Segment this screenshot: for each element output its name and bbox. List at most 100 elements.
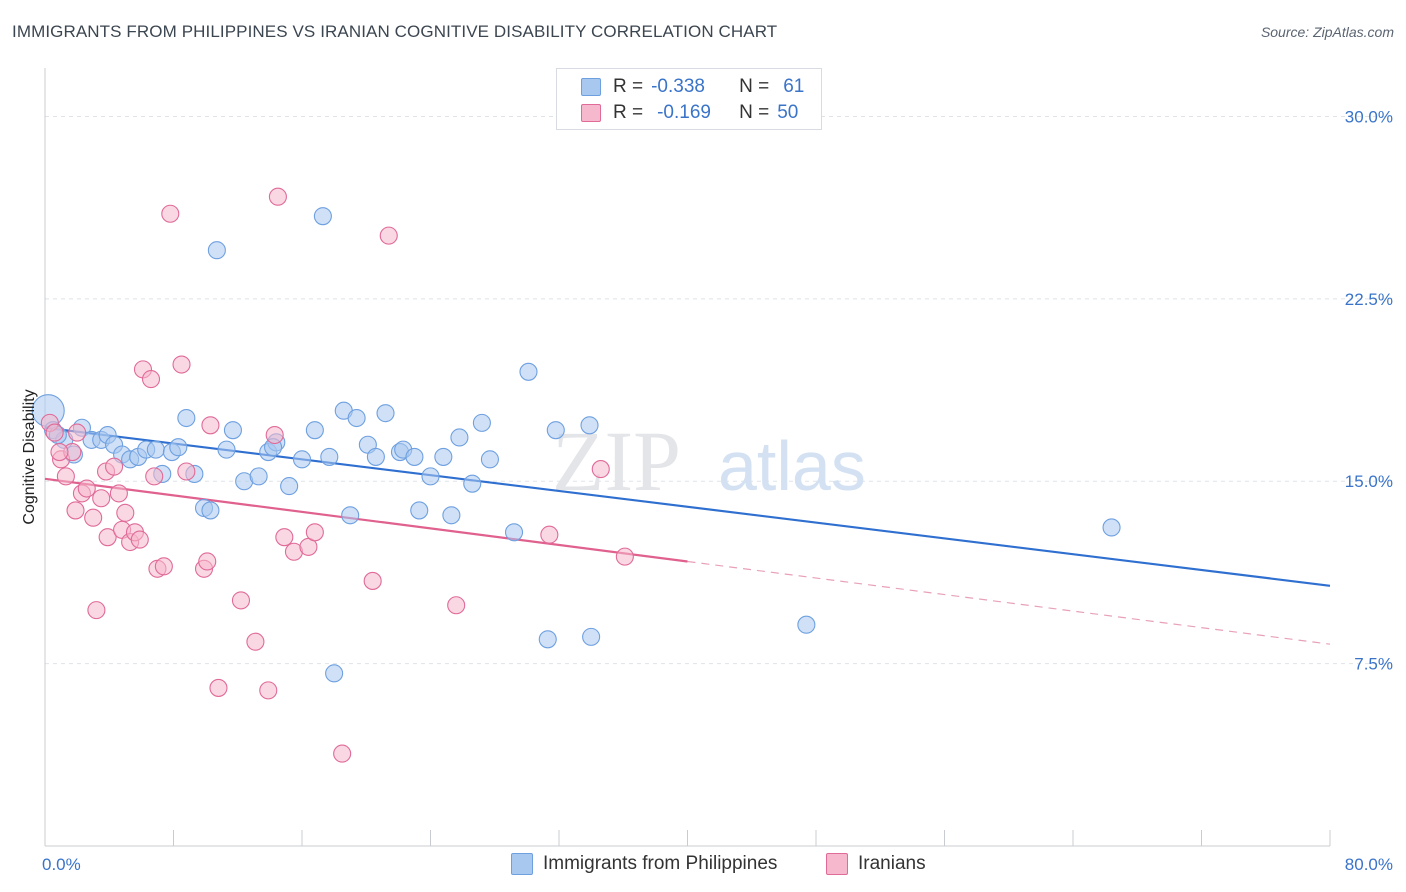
point-philippines bbox=[146, 440, 165, 459]
trend-line-philippines bbox=[44, 426, 1331, 587]
legend-r-value: -0.338 bbox=[651, 76, 705, 97]
point-philippines bbox=[347, 408, 366, 428]
y-tick-label: 22.5% bbox=[1345, 290, 1393, 309]
point-philippines bbox=[797, 615, 816, 634]
point-iranians bbox=[141, 370, 161, 389]
point-philippines bbox=[177, 408, 196, 428]
source-note: Source: ZipAtlas.com bbox=[1260, 24, 1394, 40]
point-philippines bbox=[450, 428, 469, 447]
point-philippines bbox=[313, 207, 332, 226]
point-philippines bbox=[169, 438, 188, 457]
point-philippines bbox=[280, 477, 299, 496]
point-philippines bbox=[223, 421, 242, 440]
bottom-legend-label-philippines: Immigrants from Philippines bbox=[543, 853, 778, 874]
bottom-legend-philippines: Immigrants from Philippines bbox=[511, 852, 777, 876]
point-philippines bbox=[405, 447, 424, 466]
y-tick-labels: 7.5% 15.0% 22.5% 30.0% bbox=[1345, 107, 1393, 673]
point-iranians bbox=[161, 204, 180, 223]
point-philippines bbox=[472, 413, 491, 432]
point-iranians bbox=[68, 423, 87, 442]
point-iranians bbox=[305, 523, 324, 542]
grid-lines bbox=[45, 115, 1392, 665]
x-tick-label: 0.0% bbox=[42, 855, 81, 874]
y-tick-label: 15.0% bbox=[1345, 472, 1393, 491]
point-philippines bbox=[341, 506, 360, 525]
point-philippines bbox=[538, 630, 557, 649]
trend-lines bbox=[44, 426, 1331, 645]
point-philippines bbox=[207, 241, 226, 260]
legend-row-iranians: R = -0.169 N = 50 bbox=[581, 101, 798, 125]
point-iranians bbox=[45, 423, 64, 442]
chart-title: IMMIGRANTS FROM PHILIPPINES VS IRANIAN C… bbox=[12, 22, 778, 41]
point-iranians bbox=[130, 530, 149, 549]
y-tick-label: 7.5% bbox=[1354, 655, 1393, 674]
point-iranians bbox=[201, 416, 220, 435]
point-iranians bbox=[275, 528, 294, 547]
legend-n-value: 50 bbox=[777, 102, 799, 123]
y-axis-label: Cognitive Disability bbox=[21, 389, 38, 524]
legend-swatch-philippines bbox=[581, 78, 601, 96]
point-philippines bbox=[580, 416, 599, 435]
point-philippines bbox=[366, 447, 385, 466]
point-philippines bbox=[421, 467, 440, 486]
point-iranians bbox=[109, 484, 128, 503]
point-philippines bbox=[434, 447, 453, 466]
point-iranians bbox=[259, 681, 278, 700]
point-iranians bbox=[145, 467, 164, 486]
point-iranians bbox=[265, 425, 284, 445]
point-iranians bbox=[154, 557, 173, 576]
point-iranians bbox=[98, 528, 117, 547]
point-philippines bbox=[480, 450, 499, 469]
point-philippines bbox=[1102, 518, 1121, 537]
point-philippines bbox=[305, 421, 324, 440]
point-philippines bbox=[463, 474, 482, 493]
point-iranians bbox=[50, 443, 69, 462]
point-iranians bbox=[105, 457, 124, 476]
point-philippines bbox=[201, 501, 220, 520]
point-philippines bbox=[249, 467, 268, 486]
bottom-legend-swatch-philippines bbox=[511, 853, 533, 875]
point-iranians bbox=[591, 460, 610, 479]
legend-r-label: R = bbox=[613, 76, 644, 97]
legend-n-label: N = bbox=[739, 102, 770, 123]
point-iranians bbox=[246, 632, 265, 651]
point-philippines bbox=[582, 627, 601, 646]
legend-row-philippines: R = -0.338 N = 61 bbox=[581, 75, 804, 99]
axes bbox=[44, 68, 1330, 847]
point-iranians bbox=[447, 596, 466, 615]
watermark-zip: ZIP bbox=[552, 413, 681, 509]
point-iranians bbox=[66, 501, 85, 520]
point-iranians bbox=[231, 591, 251, 610]
x-tick-labels: 0.0% 80.0% bbox=[42, 830, 1393, 874]
point-philippines bbox=[217, 440, 236, 459]
point-iranians bbox=[116, 503, 135, 522]
point-philippines bbox=[504, 523, 524, 542]
point-iranians bbox=[87, 601, 106, 620]
point-iranians bbox=[77, 479, 96, 498]
legend-r-value: -0.169 bbox=[657, 102, 711, 123]
x-tick-label: 80.0% bbox=[1345, 855, 1393, 874]
watermark-atlas: atlas bbox=[718, 427, 866, 505]
point-philippines bbox=[325, 664, 344, 683]
point-iranians bbox=[333, 744, 352, 763]
bottom-legend-iranians: Iranians bbox=[826, 852, 926, 876]
point-philippines bbox=[376, 404, 395, 423]
point-iranians bbox=[92, 489, 111, 508]
point-iranians bbox=[379, 226, 398, 245]
legend-swatch-iranians bbox=[581, 104, 601, 122]
point-iranians bbox=[209, 678, 228, 697]
trend-line-iranians bbox=[44, 477, 688, 563]
data-points bbox=[31, 187, 1121, 763]
point-philippines bbox=[519, 362, 538, 381]
bottom-legend-swatch-iranians bbox=[826, 853, 848, 875]
point-iranians bbox=[56, 467, 75, 486]
point-iranians bbox=[172, 355, 191, 374]
point-philippines bbox=[292, 450, 312, 469]
point-philippines bbox=[410, 501, 429, 520]
legend-r-label: R = bbox=[613, 102, 644, 123]
point-philippines bbox=[546, 421, 565, 440]
point-iranians bbox=[198, 552, 217, 571]
point-iranians bbox=[363, 571, 382, 590]
point-iranians bbox=[84, 508, 103, 527]
